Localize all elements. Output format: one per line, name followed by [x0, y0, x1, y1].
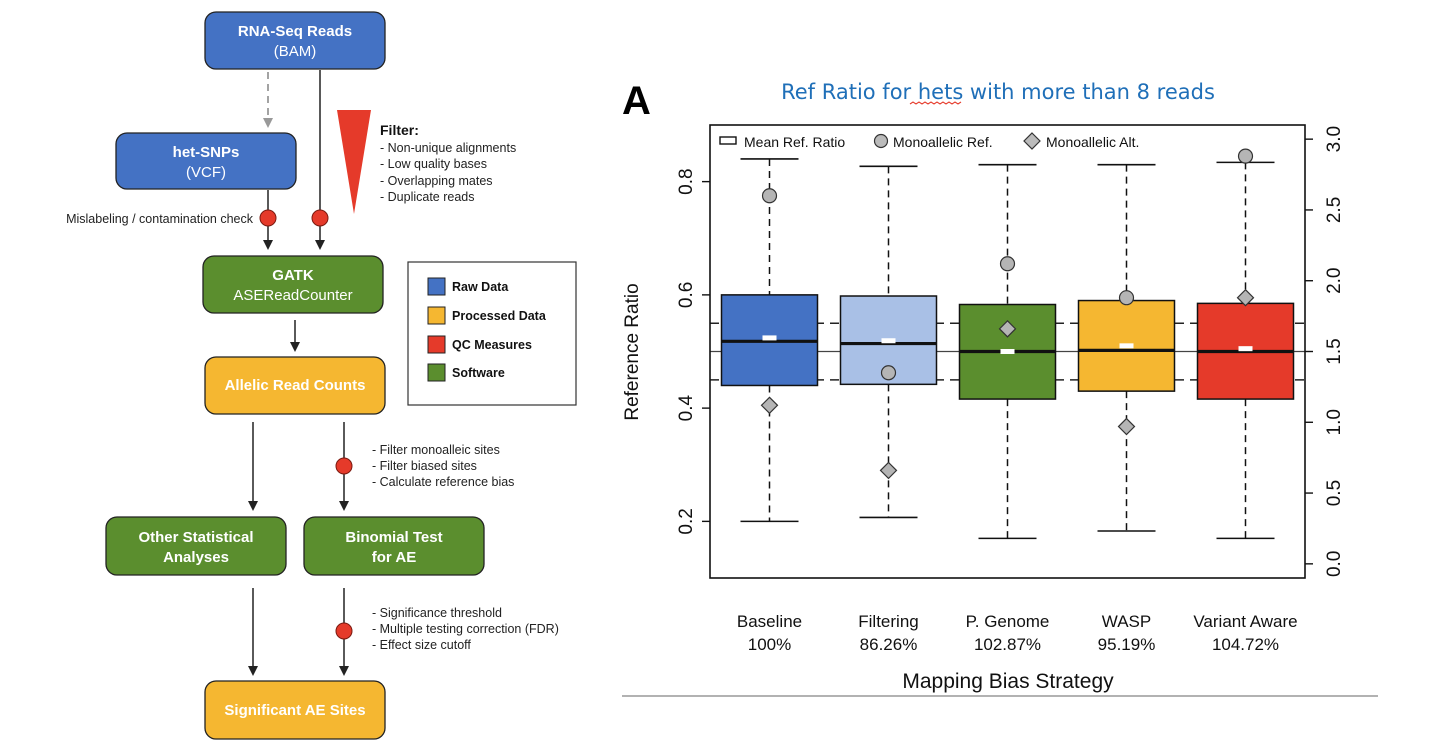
y-tick-label: 0.8 — [676, 168, 697, 194]
mean-marker — [1119, 343, 1134, 349]
filter-item: - Overlapping mates — [380, 174, 493, 188]
node-other-line1: Other Statistical — [138, 529, 253, 546]
node-gatk — [202, 255, 384, 314]
monoallelic-ref-point — [880, 365, 897, 381]
legend-swatch-processed — [427, 306, 446, 325]
legend-diamond-icon — [1023, 132, 1041, 150]
monoallelic-alt-point — [1117, 417, 1136, 436]
legend-label: QC Measures — [452, 338, 532, 352]
y2-tick-label: 1.5 — [1324, 338, 1345, 364]
legend-mean-label: Mean Ref. Ratio — [744, 134, 845, 150]
node-hetsnps-sub: (VCF) — [186, 164, 226, 181]
y2-tick-label: 0.0 — [1324, 551, 1345, 577]
monoallelic-alt-point — [879, 461, 898, 480]
y-tick-label: 0.4 — [676, 394, 697, 421]
y-tick-label: 0.2 — [676, 508, 697, 534]
filter-heading: Filter: — [380, 122, 419, 138]
x-percent-label: 95.19% — [1098, 635, 1156, 654]
mislabel-note: Mislabeling / contamination check — [66, 212, 254, 226]
x-category-label: P. Genome — [966, 612, 1050, 631]
x-percent-label: 100% — [748, 635, 791, 654]
y2-tick-label: 2.0 — [1324, 268, 1345, 294]
legend-label: Processed Data — [452, 309, 547, 323]
x-category-label: WASP — [1102, 612, 1151, 631]
legend-monoalt-label: Monoallelic Alt. — [1046, 134, 1139, 150]
x-category-label: Variant Aware — [1193, 612, 1297, 631]
legend-swatch-software — [427, 363, 446, 382]
x-axis-labels: Baseline 100% Filtering 86.26% P. Genome 102.… — [737, 612, 1298, 654]
boxplot-chart: A Ref Ratio for hets with more than 8 re… — [622, 79, 1378, 697]
flowchart: RNA-Seq Reads (BAM) het-SNPs (VCF) GATK … — [66, 11, 577, 740]
node-allelic-read-counts — [204, 356, 386, 415]
legend-swatch-qc — [427, 335, 446, 354]
filter-item: - Non-unique alignments — [380, 141, 516, 155]
monoallelic-ref-point — [761, 188, 778, 204]
y2-tick-label: 0.5 — [1324, 480, 1345, 506]
y-tick-label: 0.6 — [676, 282, 697, 308]
monoallelic-ref-point — [1237, 148, 1254, 164]
y2-tick-label: 2.5 — [1324, 197, 1345, 223]
x-percent-label: 86.26% — [860, 635, 918, 654]
node-hetsnps-title: het-SNPs — [173, 144, 240, 161]
node-other-line2: Analyses — [163, 549, 229, 566]
x-percent-label: 102.87% — [974, 635, 1041, 654]
x-axis-label: Mapping Bias Strategy — [902, 670, 1114, 693]
qc-note: - Filter biased sites — [372, 459, 477, 473]
boxes-layer — [720, 148, 1295, 540]
x-category-label: Filtering — [858, 612, 918, 631]
node-allelic-title: Allelic Read Counts — [225, 377, 366, 394]
y-axis-label: Reference Ratio — [622, 283, 643, 420]
x-category-label: Baseline — [737, 612, 802, 631]
legend-label: Software — [452, 366, 505, 380]
monoallelic-alt-point — [760, 396, 779, 415]
legend-label: Raw Data — [452, 280, 509, 294]
panel-label: A — [622, 79, 651, 123]
monoallelic-ref-point — [999, 256, 1016, 272]
chart-title: Ref Ratio for hets with more than 8 read… — [781, 80, 1215, 104]
monoallelic-ref-point — [1118, 290, 1135, 306]
qc-note: - Significance threshold — [372, 606, 502, 620]
qc-dot-mislabel — [259, 209, 277, 227]
qc-dot-significance — [335, 622, 353, 640]
node-binomial-line1: Binomial Test — [345, 529, 442, 546]
node-significant-ae-sites — [204, 680, 386, 740]
monoallelic-alt-point — [1236, 288, 1255, 307]
y2-axis: 0.0 0.5 1.0 1.5 2.0 2.5 3.0 — [1305, 126, 1345, 577]
legend-swatch-raw — [427, 277, 446, 296]
node-other-analyses — [105, 516, 287, 576]
legend-circle-icon — [873, 133, 889, 149]
chart-legend: Mean Ref. Ratio Monoallelic Ref. Monoall… — [719, 132, 1139, 150]
node-significant-title: Significant AE Sites — [224, 702, 365, 719]
node-gatk-title: GATK — [272, 267, 314, 284]
y2-tick-label: 1.0 — [1324, 409, 1345, 435]
node-rnaseq-title: RNA-Seq Reads — [238, 23, 352, 40]
mean-marker — [762, 335, 777, 341]
qc-dot-filter — [311, 209, 329, 227]
monoallelic-alt-point — [998, 320, 1017, 338]
node-binomial-line2: for AE — [372, 549, 416, 566]
legend-mean-icon — [719, 136, 737, 145]
x-percent-label: 104.72% — [1212, 635, 1279, 654]
node-rnaseq-sub: (BAM) — [274, 43, 317, 60]
filter-funnel-triangle — [337, 110, 371, 214]
node-binomial-test — [303, 516, 485, 576]
y2-tick-label: 3.0 — [1324, 126, 1345, 152]
mean-marker — [881, 338, 896, 344]
qc-note: - Filter monoalleic sites — [372, 443, 500, 457]
spellcheck-underline — [909, 101, 962, 105]
qc-note: - Calculate reference bias — [372, 475, 514, 489]
legend-monoref-label: Monoallelic Ref. — [893, 134, 993, 150]
node-gatk-sub: ASEReadCounter — [233, 287, 352, 304]
qc-dot-counts — [335, 457, 353, 475]
filter-item: - Low quality bases — [380, 157, 487, 171]
mean-marker — [1238, 346, 1253, 352]
mean-marker — [1000, 349, 1015, 354]
y-axis: 0.2 0.4 0.6 0.8 — [676, 168, 710, 535]
node-het-snps — [115, 132, 297, 190]
filter-item: - Duplicate reads — [380, 190, 475, 204]
qc-note: - Effect size cutoff — [372, 638, 471, 652]
node-rnaseq-reads — [204, 11, 386, 70]
qc-note: - Multiple testing correction (FDR) — [372, 622, 559, 636]
